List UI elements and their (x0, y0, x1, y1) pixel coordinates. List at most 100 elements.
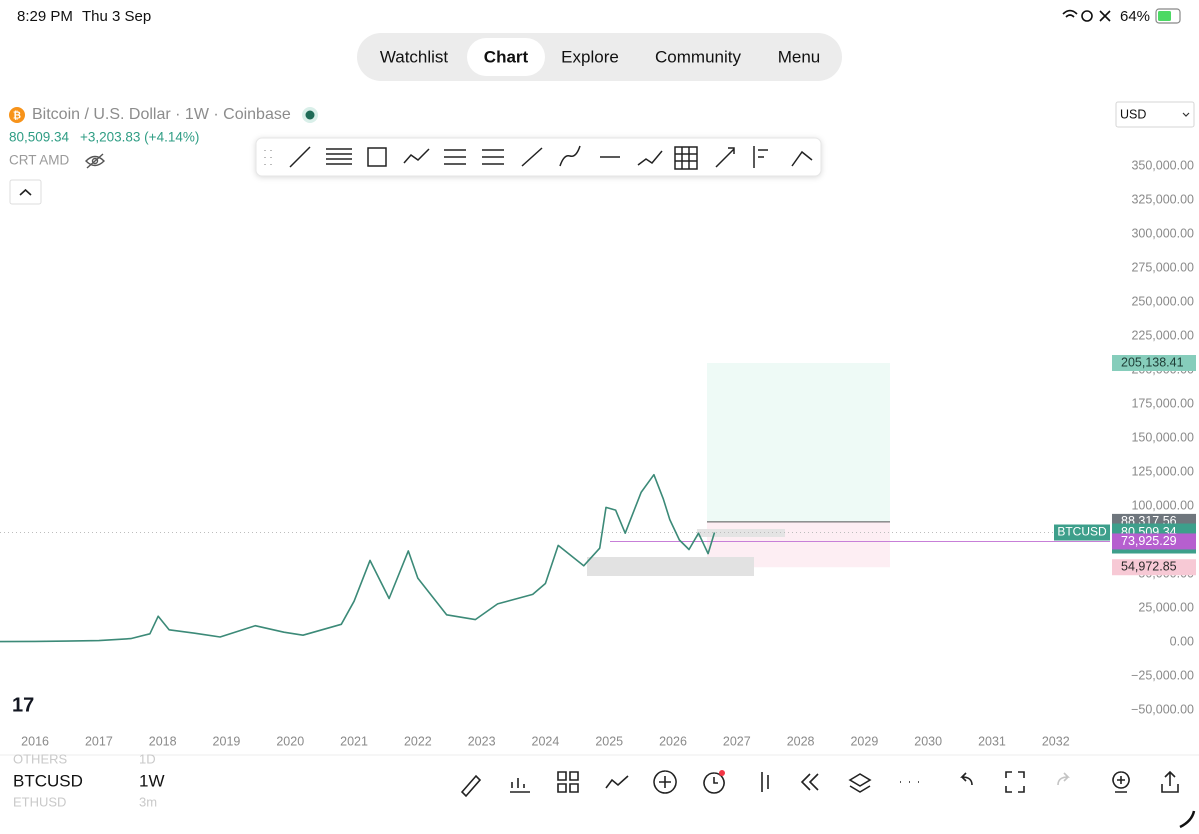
x-tick-label: 2032 (1042, 734, 1070, 748)
y-tick-label: 175,000.00 (1131, 396, 1194, 410)
nav-tab[interactable]: Chart (484, 47, 529, 66)
drawing-tool[interactable] (444, 149, 466, 165)
symbol-tag-bg (1054, 524, 1110, 541)
resize-handle (1179, 810, 1196, 829)
bottom-tool[interactable] (1057, 772, 1070, 786)
drawing-tool[interactable] (791, 150, 813, 167)
symbol-tag: BTCUSD (1057, 525, 1107, 539)
drawing-tool[interactable] (559, 145, 581, 167)
prev-symbol[interactable]: OTHERS (13, 751, 68, 766)
drawing-tool[interactable] (637, 150, 663, 166)
bottom-tool[interactable] (960, 772, 973, 786)
indicator-name: CRT AMD (9, 153, 70, 168)
nav-tabs: Watchlist Chart Explore Community Menu (380, 38, 820, 76)
nav-tab-active (467, 38, 545, 76)
drawing-tools (264, 145, 813, 170)
status-icons (1062, 9, 1111, 22)
y-tick-label: 125,000.00 (1131, 464, 1194, 478)
last-price: 80,509.34 (9, 130, 70, 145)
x-tick-label: 2021 (340, 734, 368, 748)
drawing-toolbar (255, 137, 822, 177)
price-label-bg (1112, 355, 1196, 372)
bottom-tool[interactable] (557, 771, 579, 793)
drawing-tool[interactable] (403, 148, 430, 164)
bottom-tool[interactable] (703, 772, 725, 794)
eye-pupil (91, 157, 99, 165)
drawing-tool[interactable] (674, 146, 698, 170)
x-tick-label: 2022 (404, 734, 432, 748)
drag-handle (264, 150, 272, 165)
drawing-tool[interactable] (289, 146, 311, 168)
alarm-icon (1081, 10, 1093, 22)
x-tick-label: 2026 (659, 734, 687, 748)
drawing-tool[interactable] (521, 147, 543, 167)
bitcoin-glyph: ₿ (13, 110, 21, 122)
price-label: 73,925.29 (1121, 534, 1177, 548)
bottom-tool[interactable] (1161, 770, 1179, 793)
collapse-button[interactable] (9, 179, 42, 205)
x-tick-label: 2017 (85, 734, 113, 748)
y-tick-label: 275,000.00 (1131, 260, 1194, 274)
y-tick-label: 325,000.00 (1131, 192, 1194, 206)
y-tick-label: 0.00 (1170, 634, 1194, 648)
x-tick-label: 2020 (276, 734, 304, 748)
prev-interval[interactable]: 1D (139, 751, 156, 766)
range-box (587, 557, 754, 576)
y-tick-label: 100,000.00 (1131, 498, 1194, 512)
x-tick-label: 2030 (914, 734, 942, 748)
price-label: 54,972.85 (1121, 560, 1177, 574)
x-tick-label: 2023 (468, 734, 496, 748)
x-tick-label: 2028 (787, 734, 815, 748)
bottom-tool[interactable] (605, 775, 629, 789)
drawing-tool[interactable] (326, 148, 352, 165)
battery-level: 64% (1120, 8, 1150, 25)
y-tick-label: 350,000.00 (1131, 158, 1194, 172)
current-symbol[interactable]: BTCUSD (13, 771, 83, 790)
nav-tab[interactable]: Menu (778, 47, 821, 66)
bottom-tool[interactable] (761, 772, 769, 792)
y-tick-label: 250,000.00 (1131, 294, 1194, 308)
bottom-tool[interactable] (510, 778, 530, 793)
price-label: 205,138.41 (1121, 355, 1184, 369)
x-tick-label: 2016 (21, 734, 49, 748)
symbol-title: Bitcoin / U.S. Dollar · 1W · Coinbase (32, 106, 291, 123)
nav-tab[interactable]: Explore (561, 47, 619, 66)
drawing-tool[interactable] (715, 147, 735, 168)
nav-tab[interactable]: Watchlist (380, 47, 449, 66)
next-symbol[interactable]: ETHUSD (13, 794, 66, 809)
current-interval[interactable]: 1W (139, 771, 165, 790)
bottom-tools (460, 770, 1179, 798)
x-tick-label: 2018 (149, 734, 177, 748)
scissors-icon (1099, 10, 1111, 22)
alert-badge (719, 770, 725, 776)
bottom-tool[interactable] (1112, 771, 1130, 793)
drawing-tool[interactable] (753, 146, 768, 168)
bottom-tool[interactable] (848, 773, 872, 793)
bottom-tool[interactable] (1005, 771, 1025, 793)
currency-select[interactable] (1115, 101, 1195, 128)
currency-label: USD (1120, 107, 1146, 121)
wifi-icon (1062, 9, 1078, 18)
y-tick-label: −25,000.00 (1131, 668, 1194, 682)
bottom-tool[interactable] (800, 773, 819, 791)
y-tick-label: 150,000.00 (1131, 430, 1194, 444)
target-zone (707, 363, 890, 522)
drawing-tool[interactable] (482, 149, 504, 165)
hide-indicator-button[interactable] (85, 153, 105, 169)
bitcoin-icon (9, 107, 25, 123)
x-tick-label: 2025 (595, 734, 623, 748)
next-interval[interactable]: 3m (139, 794, 157, 809)
market-status-dot (305, 110, 315, 120)
plot-area: −50,000.00−25,000.000.0025,000.0050,000.… (0, 158, 1196, 748)
drawing-tool[interactable] (367, 147, 387, 167)
x-tick-label: 2024 (532, 734, 560, 748)
x-tick-label: 2031 (978, 734, 1006, 748)
bottom-tool[interactable] (653, 770, 677, 794)
collapse-arrow (19, 188, 32, 196)
status-date: Thu 3 Sep (82, 8, 151, 25)
nav-tab[interactable]: Community (655, 47, 741, 66)
x-tick-label: 2029 (850, 734, 878, 748)
y-tick-label: 300,000.00 (1131, 226, 1194, 240)
bottom-tool[interactable] (460, 774, 482, 798)
